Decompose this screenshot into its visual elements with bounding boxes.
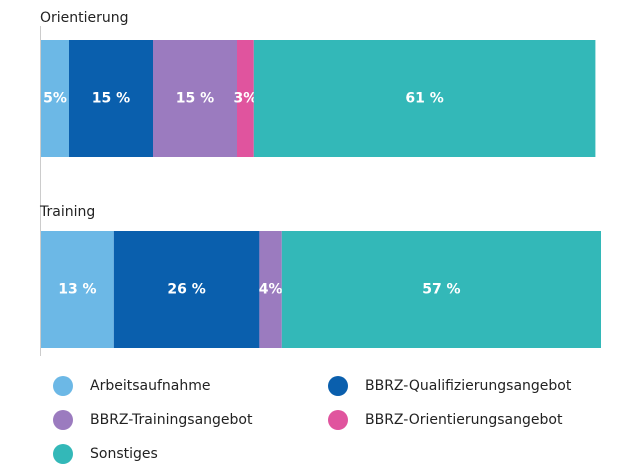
- bar-segment: [237, 40, 254, 157]
- value-label: 5%: [43, 91, 67, 107]
- bar-segment: [113, 231, 260, 348]
- value-label: 3%: [234, 91, 258, 107]
- bar-segment: [41, 231, 114, 348]
- category-label: Orientierung: [40, 10, 129, 26]
- value-label: 15 %: [176, 91, 214, 107]
- value-label: 4%: [259, 282, 283, 298]
- value-label: 15 %: [92, 91, 130, 107]
- bar-segment: [153, 40, 237, 157]
- value-label: 61 %: [405, 91, 443, 107]
- legend-label: Arbeitsaufnahme: [90, 378, 210, 394]
- legend-marker: [53, 376, 73, 396]
- legend-label: BBRZ-Qualifizierungsangebot: [365, 378, 572, 394]
- bar-segment: [69, 40, 153, 157]
- legend-marker: [53, 444, 73, 464]
- value-label: 57 %: [422, 282, 460, 298]
- value-label: 26 %: [167, 282, 205, 298]
- bar-segment: [41, 40, 69, 157]
- bar-segment: [281, 231, 601, 348]
- legend-label: BBRZ-Trainingsangebot: [90, 412, 253, 428]
- bar-segment: [259, 231, 282, 348]
- legend-marker: [328, 410, 348, 430]
- category-label: Training: [39, 204, 95, 220]
- legend-label: BBRZ-Orientierungsangebot: [365, 412, 563, 428]
- value-label: 13 %: [58, 282, 96, 298]
- legend-marker: [53, 410, 73, 430]
- bar-segment: [253, 40, 596, 157]
- legend-marker: [328, 376, 348, 396]
- legend-label: Sonstiges: [90, 446, 158, 462]
